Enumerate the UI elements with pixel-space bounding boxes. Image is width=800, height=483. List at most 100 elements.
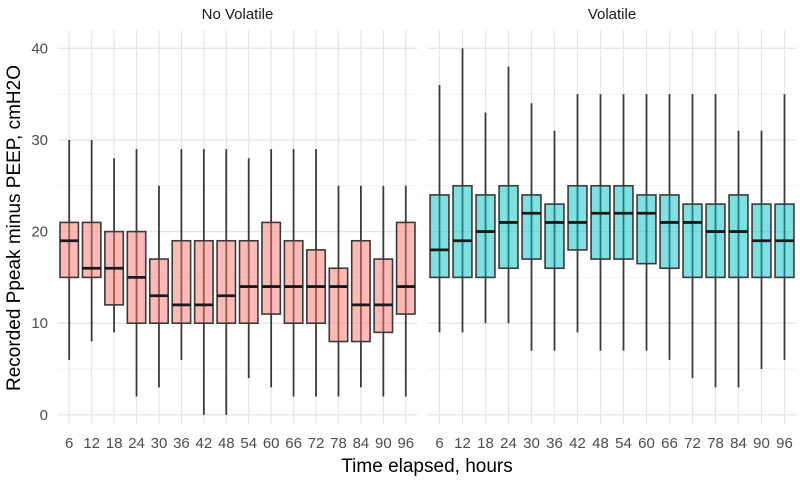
boxplot-18h — [475, 112, 496, 324]
x-tick-label: 66 — [285, 435, 302, 452]
x-tick-label: 36 — [173, 435, 190, 452]
boxplot-36h — [171, 149, 192, 360]
x-tick-label: 54 — [240, 435, 257, 452]
boxplot-72h — [682, 94, 703, 379]
x-tick-label: 36 — [546, 435, 563, 452]
x-tick-label: 84 — [730, 435, 747, 452]
iqr-box — [59, 221, 80, 279]
boxplot-42h — [567, 94, 588, 333]
x-tick-label: 60 — [263, 435, 280, 452]
x-tick-label: 12 — [454, 435, 471, 452]
x-tick-label: 6 — [65, 435, 73, 452]
boxplot-36h — [544, 130, 565, 351]
boxplot-96h — [774, 94, 795, 360]
iqr-box — [728, 194, 749, 279]
iqr-box — [238, 239, 259, 325]
boxplot-48h — [590, 94, 611, 351]
boxplot-24h — [498, 66, 519, 324]
boxplot-66h — [283, 149, 304, 397]
x-tick-label: 66 — [661, 435, 678, 452]
x-tick-label: 42 — [196, 435, 213, 452]
boxplot-60h — [636, 94, 657, 351]
boxplot-72h — [306, 149, 327, 397]
x-tick-label: 48 — [592, 435, 609, 452]
boxplot-30h — [521, 103, 542, 351]
iqr-box — [521, 194, 542, 260]
boxplot-96h — [395, 185, 416, 397]
y-tick-label: 0 — [40, 407, 48, 424]
panel-no-volatile: No Volatile 6 12 18 24 30 36 42 48 54 60 66 72 78 84 90… — [58, 6, 417, 452]
x-tick-label: 12 — [83, 435, 100, 452]
x-tick-label: 24 — [128, 435, 145, 452]
panel-title: No Volatile — [202, 6, 274, 23]
iqr-box — [283, 239, 304, 325]
x-axis-title: Time elapsed, hours — [341, 456, 512, 477]
iqr-box — [81, 221, 102, 279]
boxplot-66h — [659, 94, 680, 360]
boxplot-90h — [373, 185, 394, 397]
boxplot-18h — [104, 158, 125, 333]
x-tick-label: 18 — [477, 435, 494, 452]
boxplot-12h — [452, 48, 473, 333]
y-axis-tick-labels: 0 10 20 30 40 — [31, 40, 48, 424]
x-tick-label: 18 — [106, 435, 123, 452]
boxplot-60h — [261, 149, 282, 388]
iqr-box — [452, 184, 473, 279]
boxplot-84h — [728, 130, 749, 388]
chart-panels: No Volatile 6 12 18 24 30 36 42 48 54 60 66 72 78 84 90… — [58, 6, 796, 452]
x-tick-label: 90 — [375, 435, 392, 452]
x-tick-label: 90 — [753, 435, 770, 452]
boxplot-30h — [148, 185, 169, 388]
x-tick-label: 54 — [615, 435, 632, 452]
iqr-box — [590, 184, 611, 260]
x-tick-label: 42 — [569, 435, 586, 452]
x-tick-label: 84 — [353, 435, 370, 452]
iqr-box — [636, 194, 657, 265]
y-tick-label: 20 — [31, 224, 48, 241]
x-tick-label: 60 — [638, 435, 655, 452]
iqr-box — [350, 239, 371, 343]
x-tick-label: 48 — [218, 435, 235, 452]
boxplot-54h — [613, 94, 634, 351]
iqr-box — [544, 203, 565, 270]
boxplot-78h — [328, 185, 349, 397]
y-tick-label: 10 — [31, 315, 48, 332]
x-tick-label: 24 — [500, 435, 517, 452]
boxplot-84h — [350, 185, 371, 388]
x-tick-label: 30 — [151, 435, 168, 452]
iqr-box — [171, 239, 192, 325]
y-axis-title: Recorded Ppeak minus PEEP, cmH2O — [4, 65, 25, 391]
iqr-box — [705, 203, 726, 279]
x-tick-label: 72 — [684, 435, 701, 452]
x-tick-label: 6 — [435, 435, 443, 452]
x-tick-label: 30 — [523, 435, 540, 452]
iqr-box — [373, 258, 394, 334]
iqr-box — [682, 203, 703, 279]
iqr-box — [613, 184, 634, 260]
panel-title: Volatile — [588, 6, 636, 23]
y-tick-label: 30 — [31, 132, 48, 149]
iqr-box — [216, 239, 237, 325]
x-tick-label: 96 — [776, 435, 793, 452]
boxplot-78h — [705, 94, 726, 388]
boxplot-6h — [59, 139, 80, 360]
iqr-box — [261, 221, 282, 315]
iqr-box — [429, 194, 450, 279]
x-tick-label: 78 — [707, 435, 724, 452]
boxplot-48h — [216, 149, 237, 415]
iqr-box — [148, 258, 169, 325]
panel-volatile: Volatile 6 12 18 24 30 36 42 48 54 60 66 72 78 84 90 96 — [428, 6, 796, 452]
iqr-box — [328, 267, 349, 343]
boxplot-42h — [193, 149, 214, 415]
iqr-box — [193, 239, 214, 325]
boxplot-24h — [126, 149, 147, 397]
boxplot-12h — [81, 139, 102, 342]
x-tick-label: 96 — [397, 435, 414, 452]
boxplot-54h — [238, 158, 259, 379]
iqr-box — [395, 221, 416, 315]
iqr-box — [475, 194, 496, 279]
x-tick-label: 72 — [308, 435, 325, 452]
boxplot-90h — [751, 130, 772, 370]
iqr-box — [659, 194, 680, 270]
